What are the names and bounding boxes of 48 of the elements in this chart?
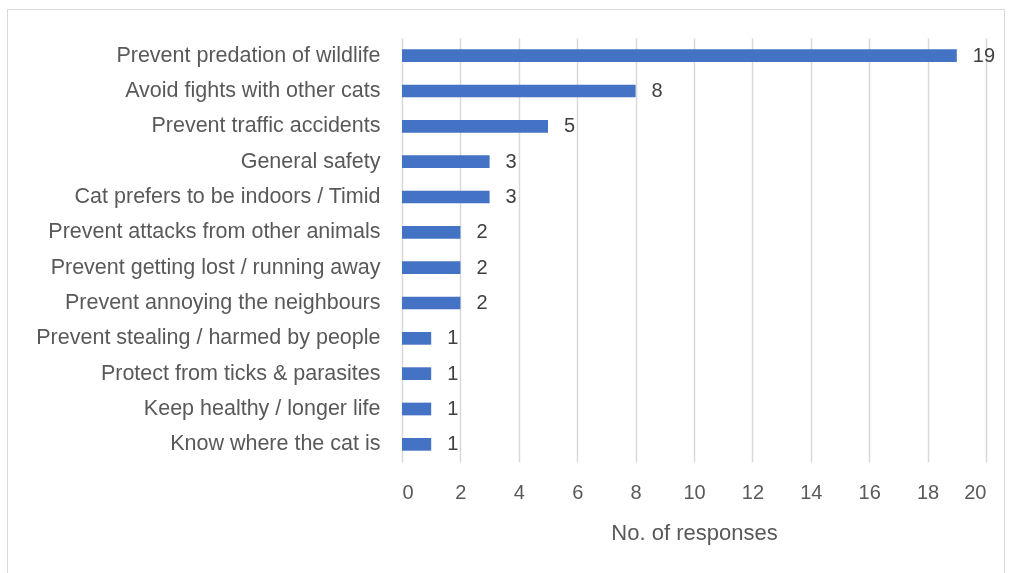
bar [402, 225, 461, 239]
x-tick-label: 2 [455, 480, 467, 503]
x-tick-label: 14 [800, 480, 823, 503]
y-tick-label: Know where the cat is [170, 431, 381, 456]
y-tick-label: Cat prefers to be indoors / Timid [74, 184, 381, 208]
y-tick-label: Keep healthy / longer life [143, 396, 381, 420]
data-label: 5 [564, 114, 576, 137]
bar [402, 49, 957, 63]
data-label: 8 [651, 79, 663, 101]
x-tick-label: 18 [916, 480, 940, 503]
bar [402, 84, 636, 98]
y-tick-label: Prevent stealing / harmed by people [36, 325, 381, 350]
y-tick-label: Prevent predation of wildlife [116, 42, 381, 67]
x-tick-label: 20 [964, 480, 987, 503]
y-tick-label: Prevent traffic accidents [151, 113, 381, 138]
y-tick-label: Protect from ticks & parasites [100, 360, 381, 385]
bar [402, 402, 432, 416]
bar [402, 119, 548, 133]
bar [402, 437, 432, 451]
y-tick-label: Prevent getting lost / running away [50, 254, 381, 279]
data-label: 2 [476, 220, 488, 243]
y-tick-label: General safety [240, 148, 381, 173]
data-label: 3 [505, 149, 517, 172]
data-label: 1 [447, 432, 459, 455]
x-tick-label: 0 [402, 480, 414, 503]
data-label: 3 [505, 185, 517, 207]
y-tick-label: Avoid fights with other cats [125, 78, 381, 102]
bar [402, 296, 461, 310]
x-tick-label: 16 [858, 480, 881, 503]
x-tick-label: 12 [741, 480, 765, 503]
bar [402, 155, 490, 169]
data-label: 2 [476, 255, 488, 278]
data-label: 1 [447, 361, 459, 384]
y-tick-label: Prevent annoying the neighbours [64, 290, 381, 314]
x-tick-label: 4 [513, 480, 525, 503]
bar [402, 331, 432, 345]
data-label: 1 [447, 326, 459, 349]
bar [402, 367, 432, 381]
data-label: 1 [447, 397, 459, 419]
data-label: 2 [476, 291, 488, 313]
bar [402, 190, 490, 204]
x-tick-label: 6 [572, 480, 584, 503]
data-label: 19 [972, 43, 996, 66]
bar [402, 261, 461, 275]
x-axis-title: No. of responses [611, 519, 778, 545]
y-tick-label: Prevent attacks from other animals [48, 219, 381, 244]
x-tick-label: 10 [683, 480, 706, 503]
x-tick-label: 8 [630, 480, 642, 503]
